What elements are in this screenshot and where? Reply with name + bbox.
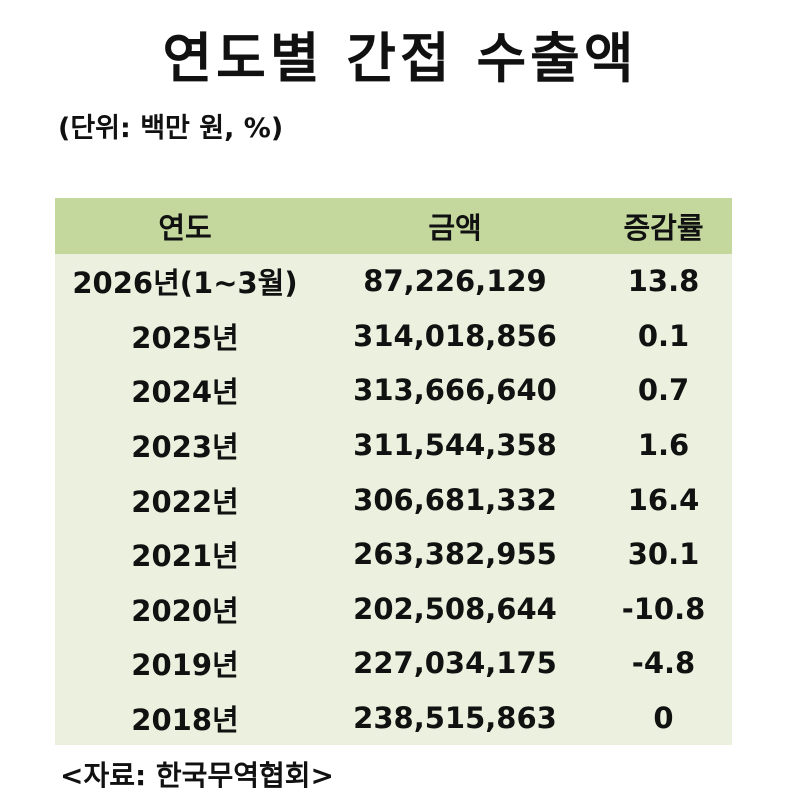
table-cell: 2018년: [131, 703, 239, 738]
table-row: 2024년 313,666,640 0.7: [55, 363, 732, 418]
table-cell: 2019년: [131, 648, 239, 683]
table-cell: 16.4: [627, 482, 700, 517]
table-row: 2020년 202,508,644 -10.8: [55, 582, 732, 637]
table-cell: 1.6: [637, 428, 690, 463]
table-body: 2026년(1~3월) 87,226,129 13.8 2025년 314,018,85…: [55, 254, 732, 746]
table-cell: 313,666,640: [353, 373, 557, 408]
unit-note: (단위: 백만 원, %): [58, 113, 284, 144]
table-cell: 2021년: [131, 539, 239, 574]
table-cell: 263,382,955: [353, 537, 557, 572]
table-cell: 202,508,644: [353, 591, 557, 626]
table-cell: 87,226,129: [363, 264, 547, 299]
table-cell: -4.8: [631, 646, 696, 681]
table-cell: 30.1: [627, 537, 700, 572]
table-cell: -10.8: [621, 591, 706, 626]
table-cell: 311,544,358: [353, 428, 557, 463]
column-header: 금액: [315, 198, 595, 254]
table-cell: 2024년: [131, 375, 239, 410]
title: 연도별 간접 수출액: [162, 27, 638, 90]
table-row: 2025년 314,018,856 0.1: [55, 309, 732, 364]
table-cell: 2026년(1~3월): [72, 266, 298, 301]
table-cell: 0: [653, 701, 674, 736]
table-row: 2018년 238,515,863 0: [55, 691, 732, 746]
table-cell: 227,034,175: [353, 646, 557, 681]
header-row: 연도 금액 증감률: [55, 198, 732, 254]
table-head: 연도 금액 증감률: [55, 198, 732, 254]
table-cell: 314,018,856: [353, 318, 557, 353]
table-cell: 306,681,332: [353, 482, 557, 517]
table-cell: 0.7: [637, 373, 690, 408]
table-row: 2021년 263,382,955 30.1: [55, 527, 732, 582]
table-cell: 238,515,863: [353, 701, 557, 736]
table-row: 2019년 227,034,175 -4.8: [55, 636, 732, 691]
table: 연도 금액 증감률 2026년(1~3월) 87,226,129 13.8 2025년 31…: [55, 198, 732, 746]
table-cell: 2025년: [131, 320, 239, 355]
table-cell: 2020년: [131, 593, 239, 628]
table-row: 2022년 306,681,332 16.4: [55, 472, 732, 527]
column-header: 증감률: [595, 198, 732, 254]
table-cell: 13.8: [627, 264, 700, 299]
table-cell: 2023년: [131, 430, 239, 465]
table-cell: 0.1: [637, 318, 690, 353]
table-row: 2023년 311,544,358 1.6: [55, 418, 732, 473]
source-note: <자료: 한국무역협회>: [60, 759, 334, 792]
table-cell: 2022년: [131, 484, 239, 519]
column-header: 연도: [55, 198, 315, 254]
table-row: 2026년(1~3월) 87,226,129 13.8: [55, 254, 732, 309]
